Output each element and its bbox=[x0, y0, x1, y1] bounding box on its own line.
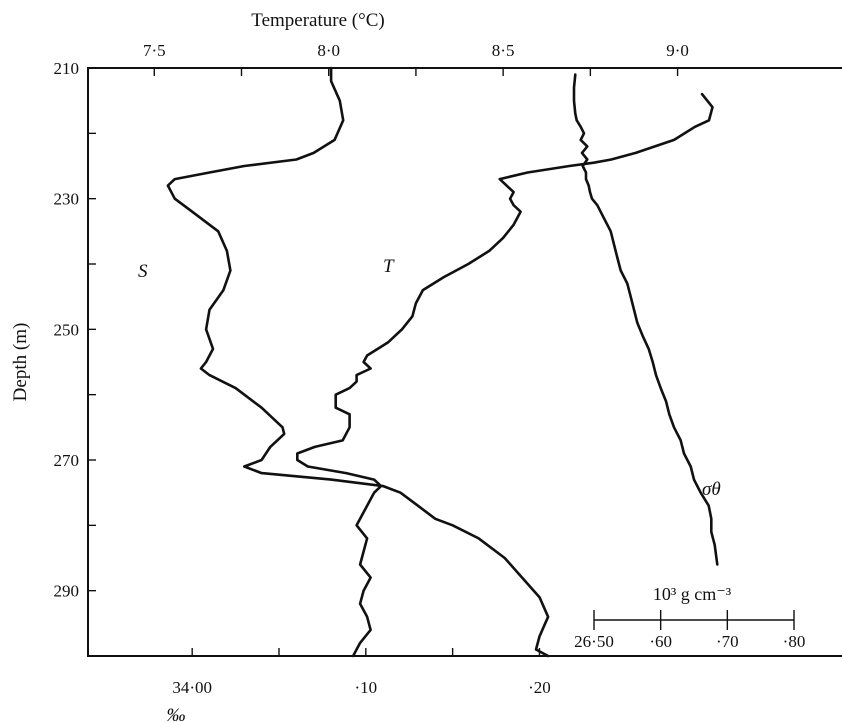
temperature-tick-label: 8·5 bbox=[492, 41, 515, 60]
depth-axis-title: Depth (m) bbox=[10, 323, 31, 402]
temperature-axis-title: Temperature (°C) bbox=[251, 10, 384, 31]
sigma-scale-tick-label: ·60 bbox=[649, 632, 672, 651]
salinity-tick-label: 34·00 bbox=[172, 678, 212, 697]
salinity-line bbox=[166, 66, 550, 658]
temperature-line bbox=[295, 92, 714, 658]
temperature-tick-label: 7·5 bbox=[143, 41, 166, 60]
salinity-tick-label: ·10 bbox=[354, 678, 377, 697]
sigma-scale-tick-label: ·80 bbox=[783, 632, 806, 651]
sigma-theta-line bbox=[572, 73, 719, 566]
depth-tick-label: 250 bbox=[54, 320, 80, 339]
depth-tick-label: 230 bbox=[54, 190, 80, 209]
profile-lines bbox=[166, 66, 719, 658]
salinity-tick-label: ·20 bbox=[528, 678, 551, 697]
sigma-scale-tick-label: ·70 bbox=[716, 632, 739, 651]
sigma-scale-tick-label: 26·50 bbox=[574, 632, 614, 651]
sigma-scale-title: 10³ g cm⁻³ bbox=[653, 584, 732, 604]
temperature-tick-label: 9·0 bbox=[666, 41, 689, 60]
axis-ticks: 210 230 250 270 290 7·5 8·0 8·5 9·0 34·00 ·10 ·20 26… bbox=[54, 41, 806, 697]
depth-tick-label: 290 bbox=[54, 582, 80, 601]
plot-frame bbox=[87, 67, 842, 657]
salinity-axis-title: ‰ bbox=[167, 705, 186, 723]
series-label-sigma: σθ bbox=[702, 479, 721, 500]
series-label-S: S bbox=[138, 261, 148, 282]
series-label-T: T bbox=[383, 256, 395, 277]
depth-tick-label: 270 bbox=[54, 451, 80, 470]
depth-tick-label: 210 bbox=[54, 59, 80, 78]
temperature-tick-label: 8·0 bbox=[317, 41, 340, 60]
